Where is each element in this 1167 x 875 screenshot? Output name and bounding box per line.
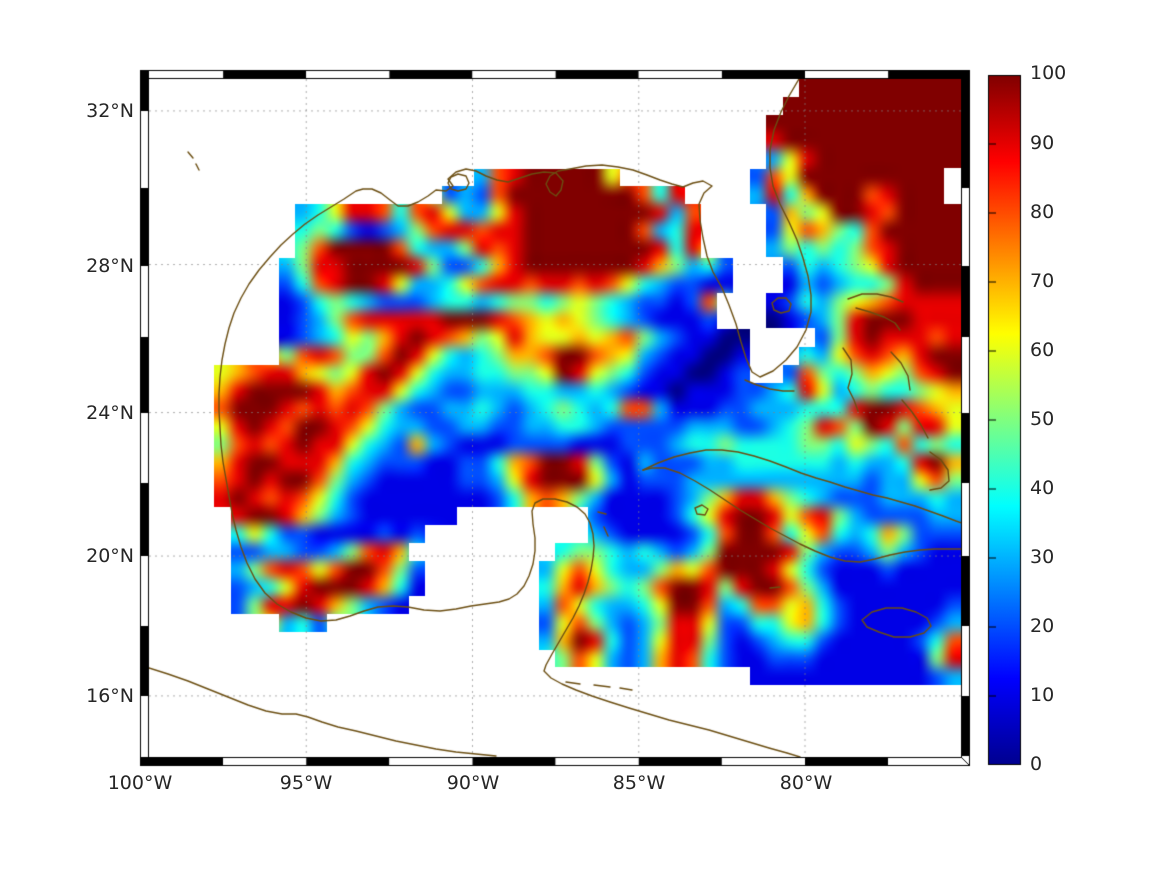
colorbar-tick-label: 40 bbox=[1030, 477, 1055, 499]
colorbar-tick-label: 100 bbox=[1030, 62, 1067, 84]
colorbar-tick-label: 0 bbox=[1030, 753, 1043, 775]
colorbar-tick-label: 60 bbox=[1030, 339, 1055, 361]
lon-tick-label: 85°W bbox=[612, 772, 666, 794]
lon-tick-label: 95°W bbox=[279, 772, 333, 794]
colorbar-tick-label: 10 bbox=[1030, 684, 1055, 706]
colorbar-tick-label: 20 bbox=[1030, 615, 1055, 637]
lat-tick-label: 16°N bbox=[86, 685, 134, 707]
lat-tick-label: 28°N bbox=[86, 255, 134, 277]
lon-tick-label: 80°W bbox=[779, 772, 833, 794]
colorbar-tick-label: 90 bbox=[1030, 132, 1055, 154]
colorbar-tick-label: 50 bbox=[1030, 408, 1055, 430]
colorbar-tick-label: 80 bbox=[1030, 201, 1055, 223]
lat-tick-label: 32°N bbox=[86, 100, 134, 122]
lon-tick-label: 100°W bbox=[107, 772, 173, 794]
lat-tick-label: 20°N bbox=[86, 545, 134, 567]
colorbar-tick-label: 30 bbox=[1030, 546, 1055, 568]
lon-tick-label: 90°W bbox=[446, 772, 500, 794]
lat-tick-label: 24°N bbox=[86, 402, 134, 424]
colorbar-tick-label: 70 bbox=[1030, 270, 1055, 292]
